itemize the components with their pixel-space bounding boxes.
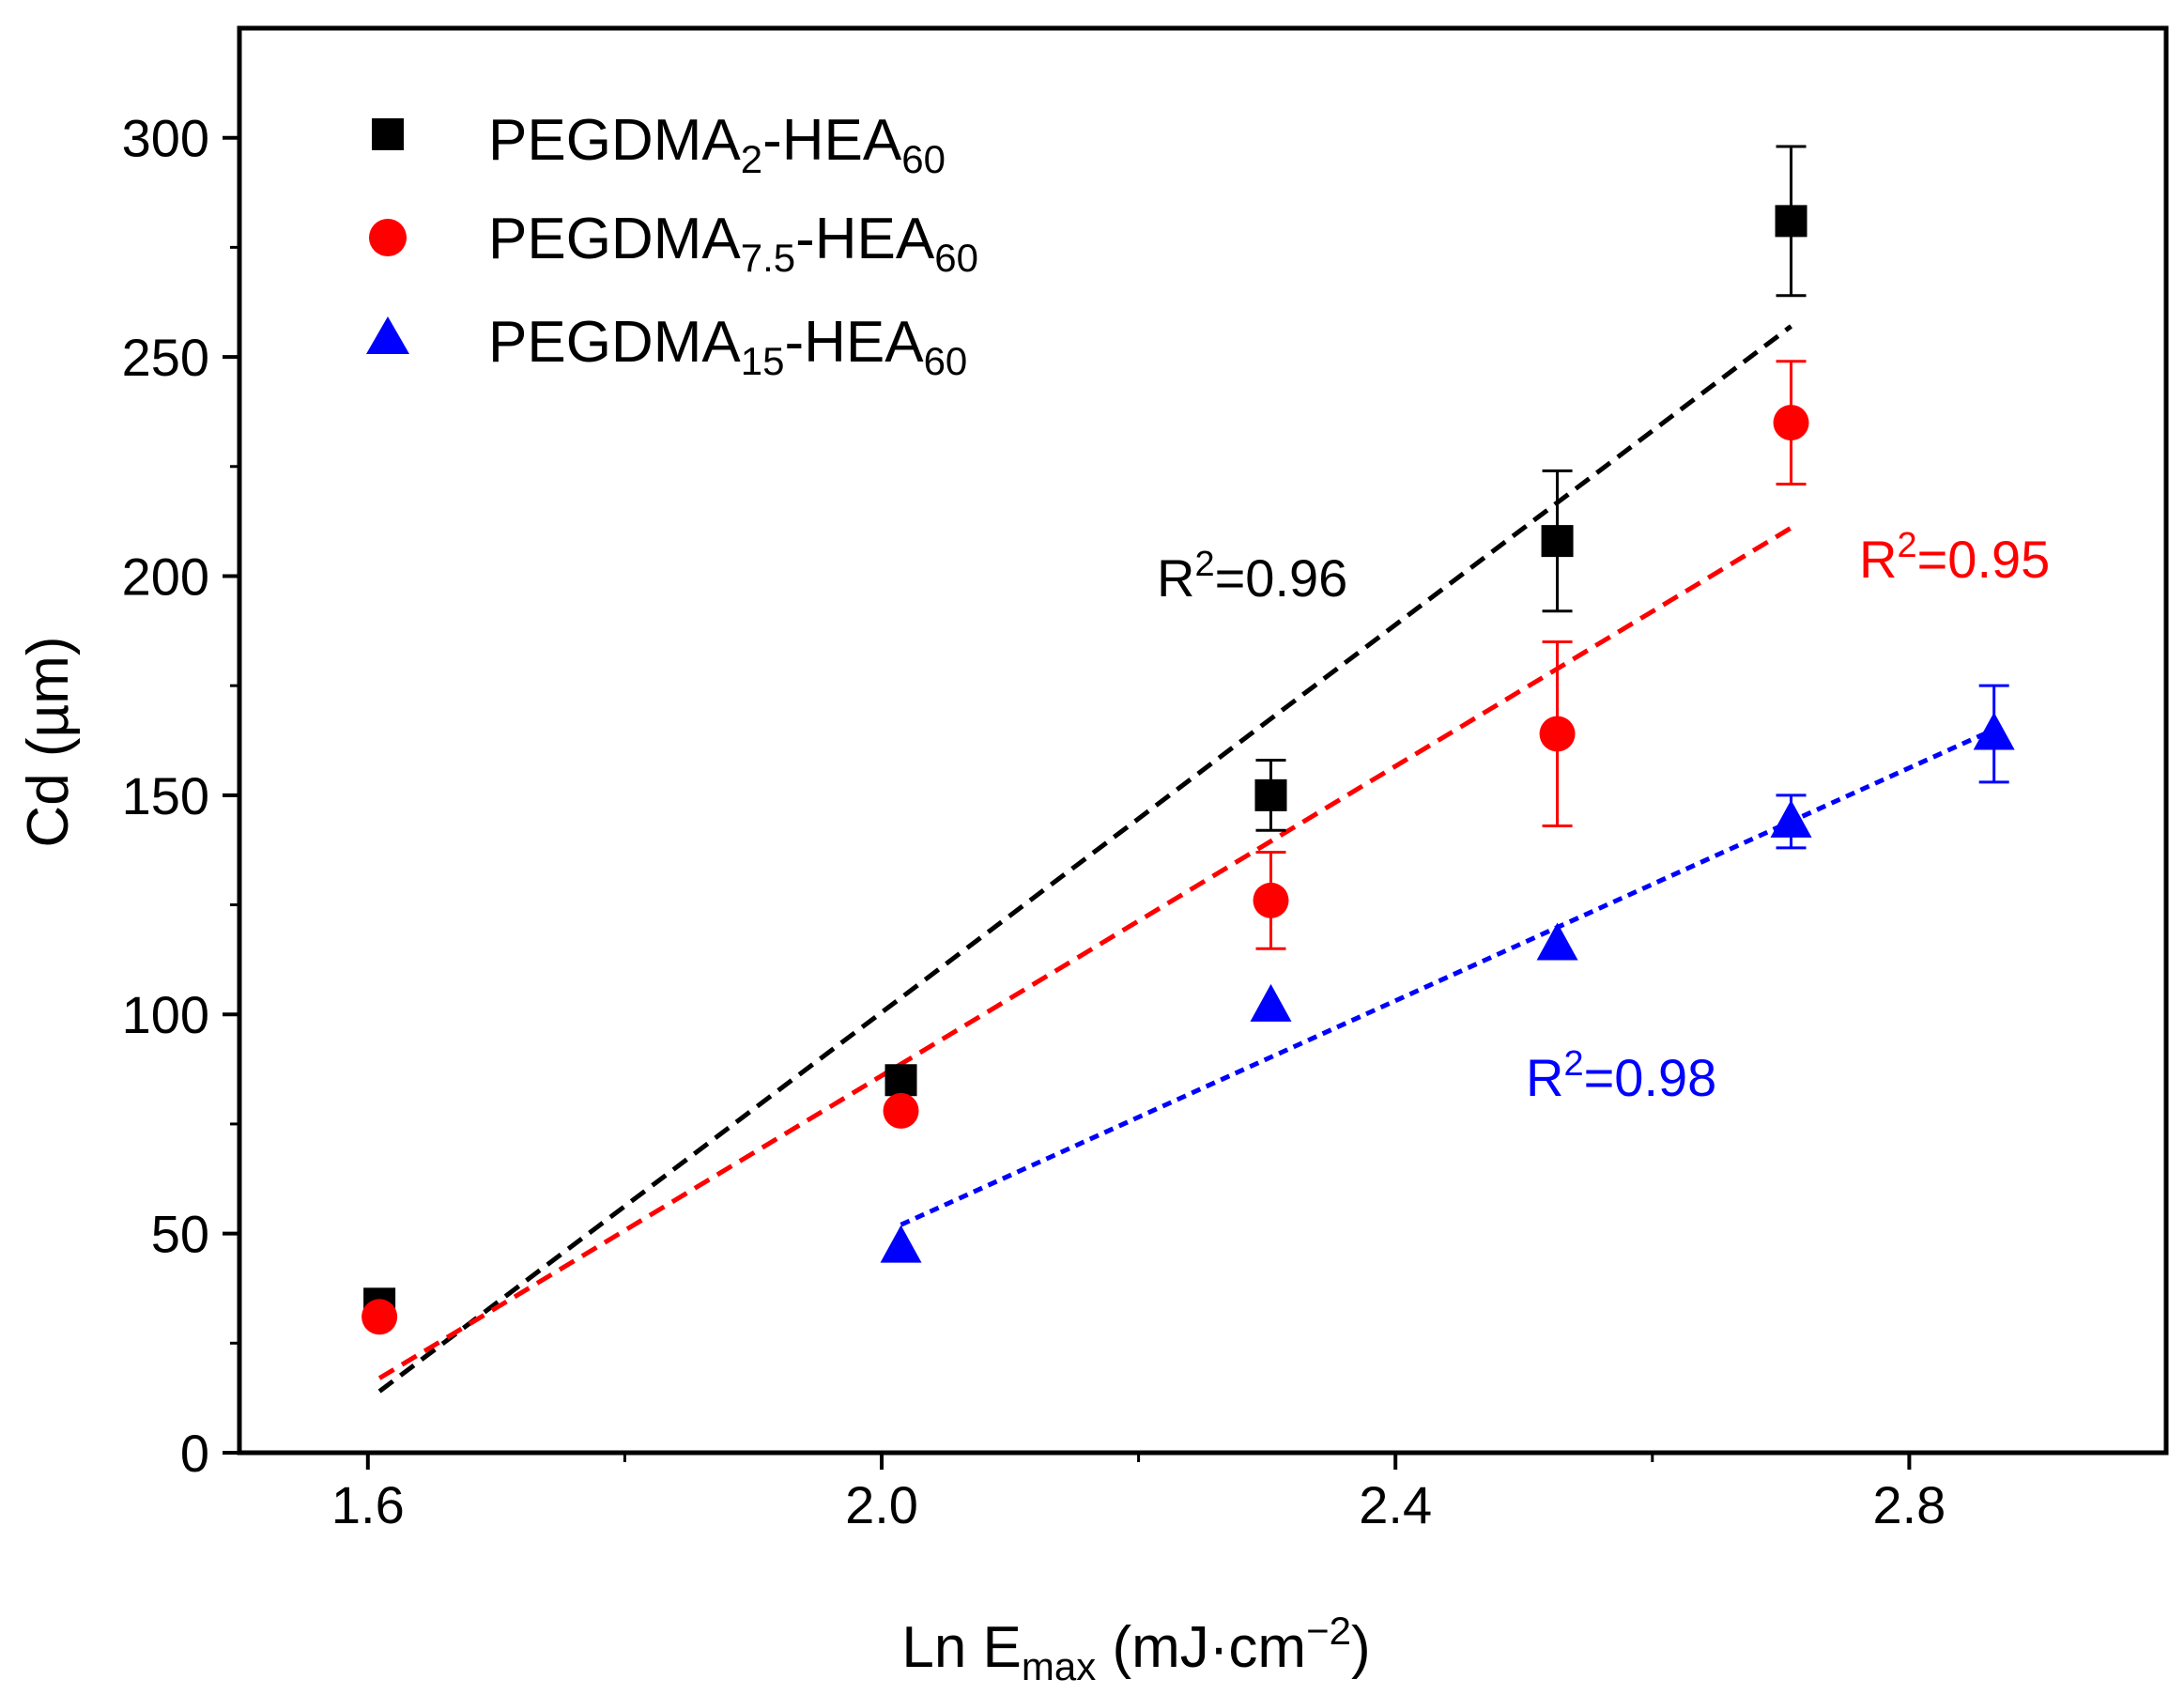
data-point-circle <box>1773 405 1809 441</box>
y-tick-label: 50 <box>151 1205 209 1264</box>
data-point-square <box>1254 778 1287 811</box>
r2-annotation-series-2: R2=0.95 <box>1859 526 2050 589</box>
legend-marker-circle <box>369 219 407 256</box>
data-point-circle <box>361 1299 398 1335</box>
y-tick-label: 150 <box>122 766 209 825</box>
data-point-triangle <box>1250 983 1292 1022</box>
legend-marker-triangle <box>366 316 409 354</box>
data-point-square <box>884 1064 917 1097</box>
y-tick-label: 0 <box>180 1424 209 1483</box>
fit-line-series-1 <box>377 324 1793 1394</box>
y-tick-label: 250 <box>122 328 209 387</box>
legend-label-series-2: PEGDMA7.5-HEA60 <box>488 207 978 280</box>
data-markers <box>361 205 2015 1335</box>
fit-line-series-2 <box>377 525 1792 1380</box>
data-point-square <box>1775 205 1807 238</box>
legend-label-series-3: PEGDMA15-HEA60 <box>488 310 967 383</box>
data-point-square <box>1541 525 1574 558</box>
legend: PEGDMA2-HEA60 PEGDMA7.5-HEA60 PEGDMA15-H… <box>366 108 978 383</box>
y-tick-label: 100 <box>122 985 209 1044</box>
y-tick-label: 300 <box>122 109 209 168</box>
r2-annotation-series-1: R2=0.96 <box>1157 545 1347 608</box>
data-point-circle <box>1539 716 1576 752</box>
x-tick-label: 2.4 <box>1359 1475 1432 1534</box>
legend-marker-square <box>372 118 404 150</box>
x-axis-label: Ln Emax (mJ·cm−2) <box>901 1609 1370 1688</box>
x-tick-label: 1.6 <box>331 1475 405 1534</box>
y-tick-label: 200 <box>122 547 209 606</box>
fit-lines <box>377 324 1995 1394</box>
data-point-triangle <box>1770 799 1812 838</box>
data-point-circle <box>883 1092 919 1129</box>
plot-frame <box>237 25 2169 1456</box>
data-point-triangle <box>880 1225 922 1263</box>
data-point-triangle <box>1536 922 1578 961</box>
r2-annotation-series-3: R2=0.98 <box>1526 1044 1716 1107</box>
axes: 1.6 2.0 2.4 2.8 0 50 100 150 200 250 300 <box>122 109 1946 1534</box>
x-tick-label: 2.0 <box>845 1475 918 1534</box>
legend-label-series-1: PEGDMA2-HEA60 <box>488 108 946 181</box>
error-bars <box>1255 145 2009 950</box>
fit-line-series-3 <box>900 727 1995 1227</box>
y-axis-label: Cd (µm) <box>16 636 81 847</box>
data-point-triangle <box>1973 712 2015 750</box>
x-tick-label: 2.8 <box>1872 1475 1946 1534</box>
data-point-circle <box>1253 882 1289 918</box>
